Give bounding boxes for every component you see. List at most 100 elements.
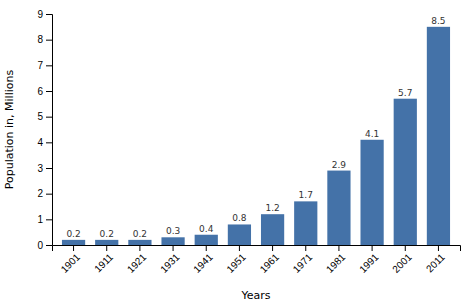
- data-label: 8.5: [431, 16, 445, 26]
- data-label: 0.4: [199, 224, 214, 234]
- tick-mark: [73, 245, 74, 251]
- tick-mark: [46, 117, 52, 118]
- tick-mark: [46, 65, 52, 66]
- bar: [161, 237, 184, 245]
- bar: [294, 201, 317, 245]
- bar: [360, 140, 383, 245]
- tick-mark: [46, 245, 52, 246]
- tick: 2: [37, 188, 52, 199]
- data-label: 2.9: [332, 160, 347, 170]
- tick-mark: [173, 245, 174, 251]
- tick-label: 1961: [258, 251, 282, 275]
- tick-mark: [106, 245, 107, 251]
- tick-label: 5: [37, 111, 43, 122]
- tick-label: 1921: [125, 251, 149, 275]
- tick: 1961: [258, 245, 282, 275]
- plot: 0.20.20.20.30.40.81.21.72.94.15.78.51901…: [37, 9, 460, 275]
- data-label: 0.3: [166, 226, 180, 236]
- tick-mark: [405, 245, 406, 251]
- tick-label: 1991: [357, 251, 381, 275]
- bar: [261, 214, 284, 245]
- tick: 1911: [92, 245, 115, 274]
- tick-mark: [46, 194, 52, 195]
- bar: [95, 240, 118, 245]
- data-label: 1.7: [299, 190, 313, 200]
- tick-mark: [46, 14, 52, 15]
- bar: [427, 27, 450, 245]
- tick-mark: [206, 245, 207, 251]
- bar: [394, 99, 417, 245]
- tick: 2011: [424, 245, 447, 274]
- tick-mark: [46, 142, 52, 143]
- data-label: 4.1: [365, 129, 379, 139]
- tick-mark: [46, 168, 52, 169]
- tick-label: 1901: [59, 251, 83, 275]
- data-label: 0.2: [133, 229, 147, 239]
- tick-mark: [305, 245, 306, 251]
- bar: [228, 224, 251, 245]
- tick: 5: [37, 111, 52, 122]
- bar: [327, 171, 350, 245]
- tick-mark: [46, 219, 52, 220]
- tick-label: 2011: [424, 251, 447, 274]
- tick-label: 1971: [291, 251, 315, 275]
- chart: 0.20.20.20.30.40.81.21.72.94.15.78.51901…: [0, 0, 474, 305]
- tick-label: 7: [37, 60, 43, 71]
- tick: 1971: [291, 245, 315, 275]
- tick: 7: [37, 60, 52, 71]
- bar: [62, 240, 85, 245]
- tick: 1951: [224, 245, 248, 275]
- tick-label: 4: [37, 137, 43, 148]
- tick-label: 1951: [224, 251, 248, 275]
- tick-mark: [372, 245, 373, 251]
- tick: 8: [37, 34, 52, 45]
- tick: 1991: [357, 245, 381, 275]
- tick-label: 1911: [92, 251, 115, 274]
- data-label: 1.2: [265, 203, 279, 213]
- tick: 1931: [158, 245, 182, 275]
- tick-label: 1981: [324, 251, 348, 275]
- tick-label: 0: [37, 240, 43, 251]
- bar: [195, 235, 218, 245]
- axis-domain: [53, 246, 461, 252]
- tick: 1941: [191, 245, 215, 275]
- tick-label: 2: [37, 188, 43, 199]
- y-axis: 0 1 2 3 4 5 6 7 8 9: [37, 9, 52, 251]
- x-axis: 1901 1911 1921 1931 1941 1951 1961 1971 1981 1991…: [53, 245, 461, 275]
- tick-label: 1: [37, 214, 43, 225]
- y-axis-title: Population in, Millions: [3, 70, 16, 190]
- data-label: 0.2: [100, 229, 114, 239]
- tick-mark: [139, 245, 140, 251]
- tick-mark: [338, 245, 339, 251]
- tick-mark: [46, 91, 52, 92]
- tick: 1901: [59, 245, 83, 275]
- tick-mark: [272, 245, 273, 251]
- tick: 2001: [390, 245, 414, 275]
- x-axis-title: Years: [240, 289, 270, 302]
- tick: 4: [37, 137, 52, 148]
- bar: [128, 240, 151, 245]
- data-label: 0.2: [66, 229, 80, 239]
- data-labels: 0.2 0.2 0.2 0.3 0.4 0.8 1.2 1.7 2.9 4.1 5.7 8.5: [66, 16, 445, 239]
- tick-label: 9: [37, 9, 43, 20]
- tick-label: 1931: [158, 251, 182, 275]
- tick-label: 8: [37, 34, 43, 45]
- tick-label: 2001: [390, 251, 414, 275]
- tick: 9: [37, 9, 52, 20]
- tick-mark: [438, 245, 439, 251]
- tick: 6: [37, 86, 52, 97]
- tick: 1: [37, 214, 52, 225]
- tick-label: 1941: [191, 251, 215, 275]
- data-label: 5.7: [398, 88, 412, 98]
- tick-mark: [239, 245, 240, 251]
- tick-label: 3: [37, 163, 43, 174]
- data-label: 0.8: [232, 213, 247, 223]
- tick: 0: [37, 240, 52, 251]
- bars: [62, 27, 450, 245]
- tick: 3: [37, 163, 52, 174]
- tick-label: 6: [37, 86, 43, 97]
- axis-domain: [46, 15, 53, 246]
- tick-mark: [46, 40, 52, 41]
- tick: 1921: [125, 245, 149, 275]
- tick: 1981: [324, 245, 348, 275]
